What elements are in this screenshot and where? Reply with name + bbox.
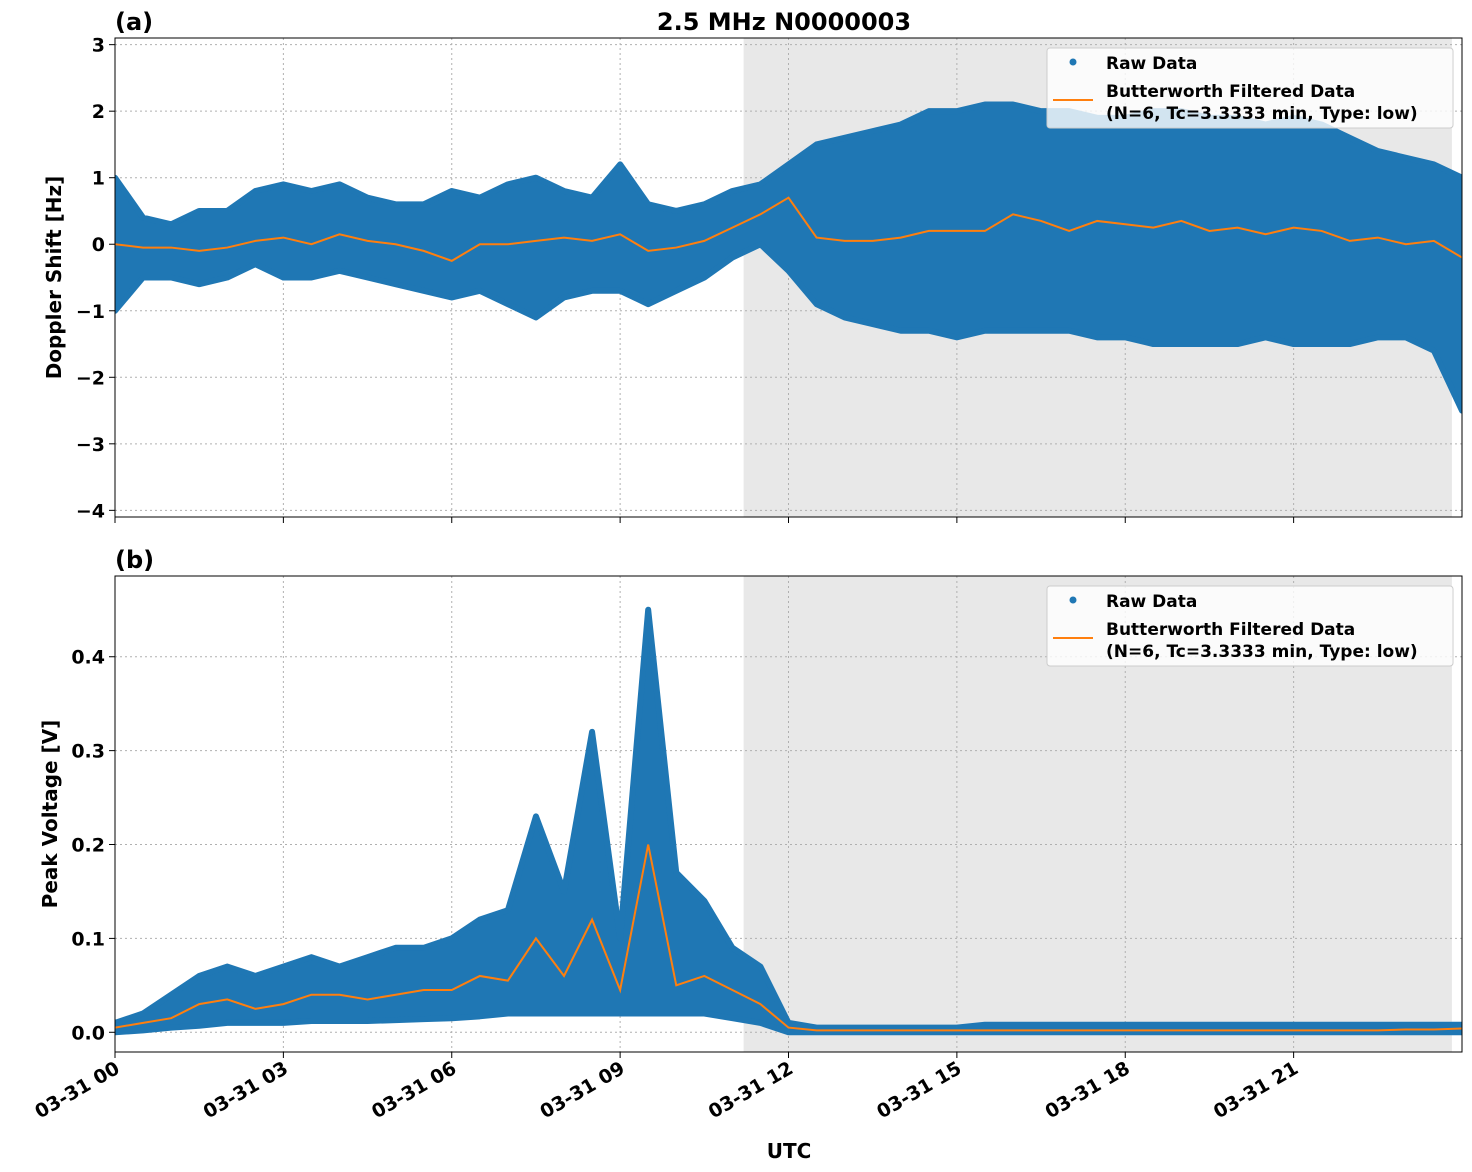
chart-title: 2.5 MHz N0000003 xyxy=(657,8,911,36)
x-tick-label: 03-31 00 xyxy=(31,1057,123,1123)
y-tick-label: 0.3 xyxy=(71,741,105,763)
panel-label: (b) xyxy=(115,546,154,574)
legend-label-filter-params: (N=6, Tc=3.3333 min, Type: low) xyxy=(1106,642,1418,662)
legend-label-filtered: Butterworth Filtered Data xyxy=(1106,82,1355,102)
legend-box xyxy=(1046,585,1454,667)
y-tick-label: −2 xyxy=(76,367,105,389)
panel-a: 3 2 1 0 −1 −2 −3 −4 (a) Doppler Shift [Hz] Raw Dat… xyxy=(42,8,1463,523)
raw-data-band xyxy=(115,101,1462,414)
panel-label: (a) xyxy=(115,8,153,36)
y-tick-label: −1 xyxy=(76,301,105,323)
x-axis-label: UTC xyxy=(767,1139,812,1163)
raw-data-legend-marker xyxy=(1069,596,1077,604)
legend-label-filtered: Butterworth Filtered Data xyxy=(1106,620,1355,640)
axes-frame xyxy=(114,575,1463,1053)
raw-data-band xyxy=(115,606,1462,1036)
legend-label-raw: Raw Data xyxy=(1106,54,1197,74)
x-tick-label: 03-31 09 xyxy=(536,1057,628,1123)
legend-label-filter-params: (N=6, Tc=3.3333 min, Type: low) xyxy=(1106,104,1418,124)
legend-box xyxy=(1046,47,1454,129)
x-tick-label: 03-31 15 xyxy=(873,1057,965,1123)
x-tick-label: 03-31 03 xyxy=(200,1057,292,1123)
y-tick-label: −3 xyxy=(76,434,105,456)
y-tick-label: 1 xyxy=(92,168,105,190)
legend: Raw Data Butterworth Filtered Data(N=6, T… xyxy=(1046,585,1454,667)
y-tick-label: 2 xyxy=(92,101,105,123)
y-tick-label: 0.0 xyxy=(71,1022,105,1044)
x-tick-label: 03-31 06 xyxy=(368,1057,460,1123)
x-tick-label: 03-31 21 xyxy=(1210,1057,1302,1123)
axes-frame xyxy=(114,37,1463,518)
x-tick-label: 03-31 18 xyxy=(1041,1057,1133,1123)
legend-label-raw: Raw Data xyxy=(1106,592,1197,612)
x-tick-label: 03-31 12 xyxy=(705,1057,797,1123)
y-tick-label: 3 xyxy=(92,35,105,57)
plot-area xyxy=(115,606,1462,1036)
legend: Raw Data Butterworth Filtered Data(N=6, T… xyxy=(1046,47,1454,129)
y-tick-label: 0.2 xyxy=(71,835,105,857)
y-axis-label: Peak Voltage [V] xyxy=(38,720,62,909)
y-tick-label: −4 xyxy=(76,500,105,522)
y-tick-label: 0 xyxy=(92,234,105,256)
y-tick-label: 0.1 xyxy=(71,928,105,950)
y-tick-label: 0.4 xyxy=(71,647,105,669)
y-axis-label: Doppler Shift [Hz] xyxy=(42,176,66,380)
panel-b: 03-31 00 03-31 03 03-31 06 03-31 09 03-31 12… xyxy=(31,546,1463,1123)
raw-data-legend-marker xyxy=(1069,58,1077,66)
